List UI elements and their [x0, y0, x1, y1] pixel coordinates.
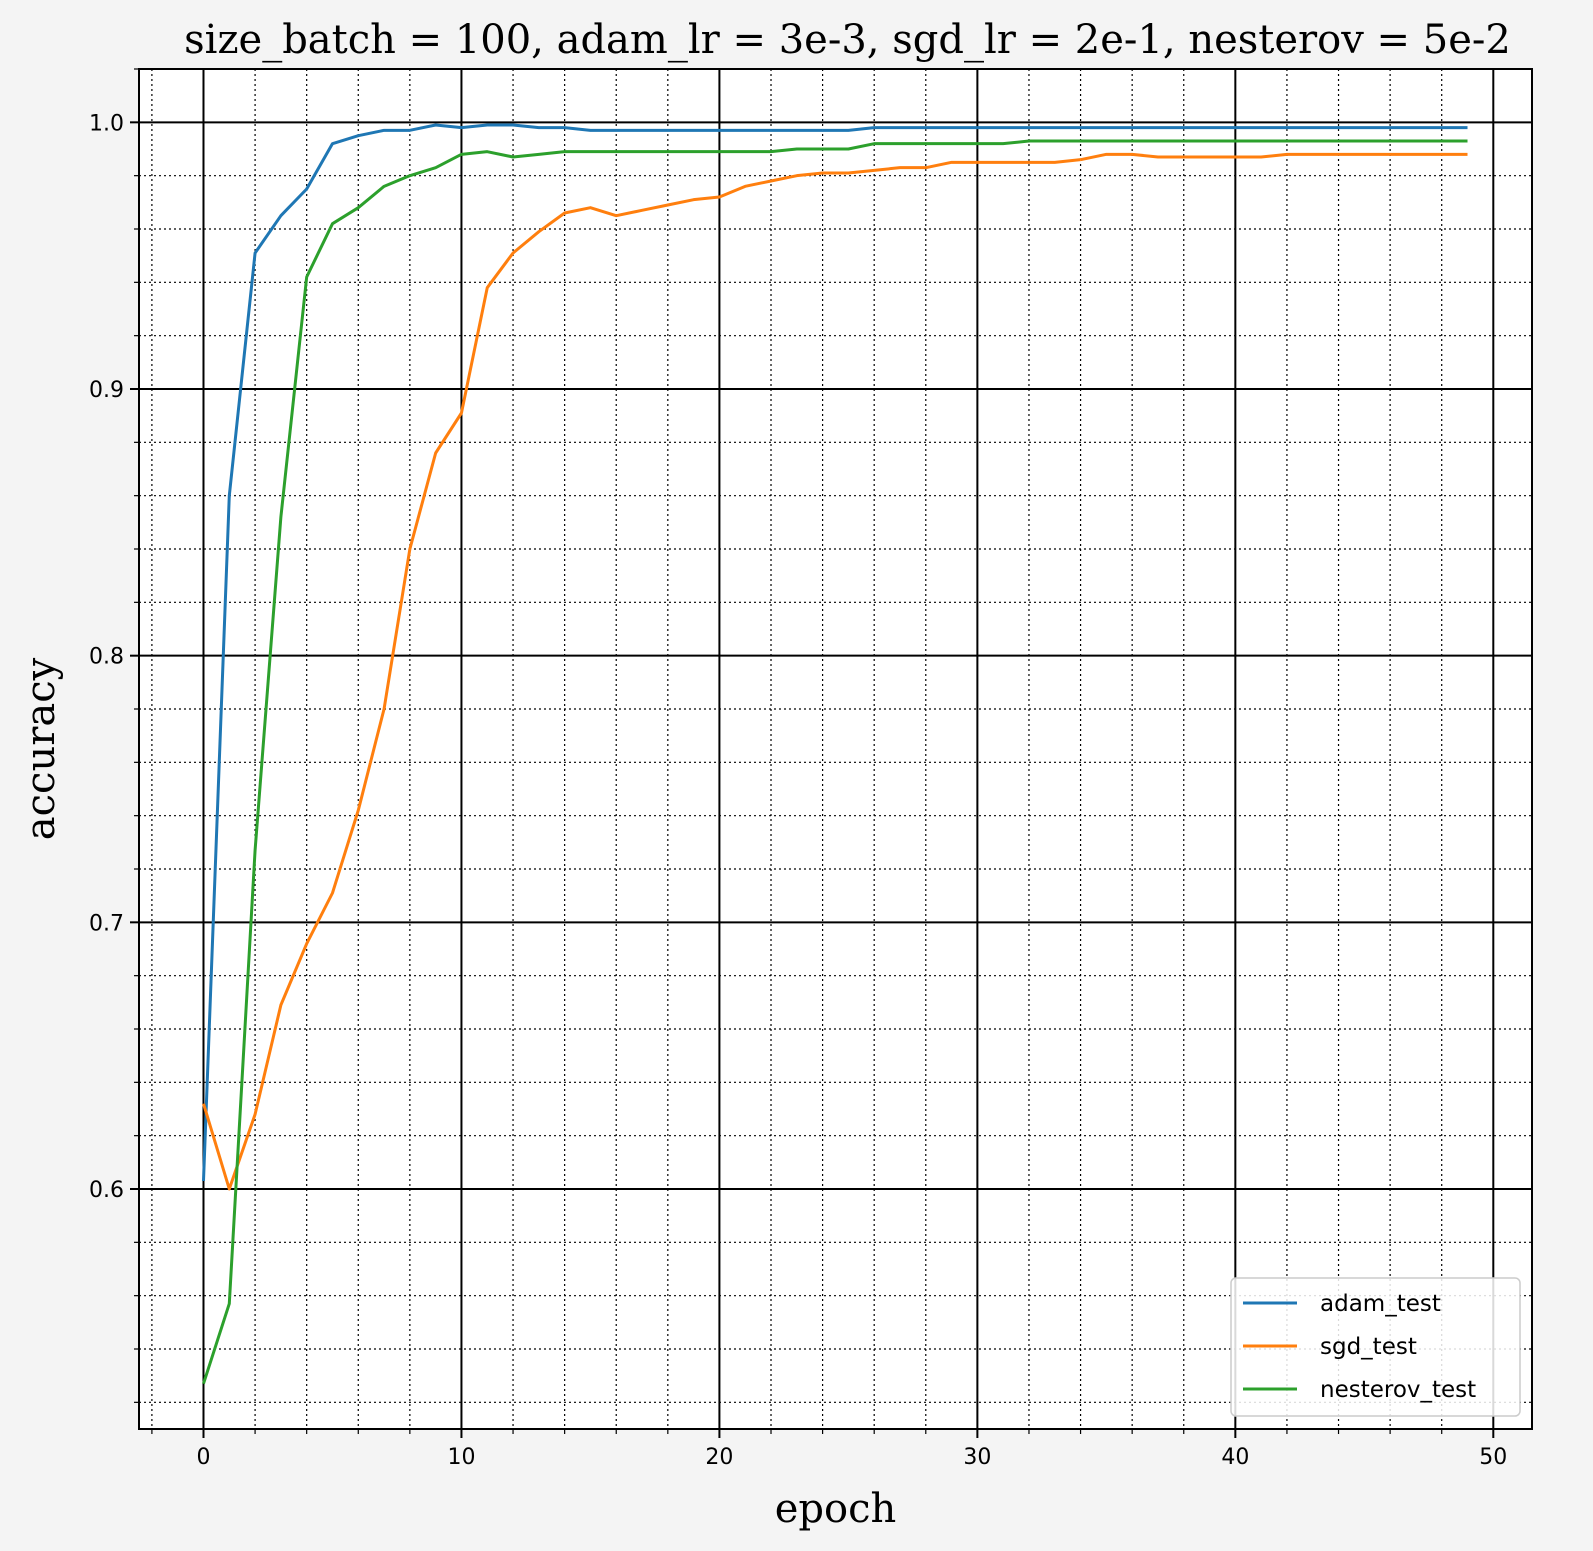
- x-tick-label: 30: [963, 1445, 991, 1470]
- x-tick-label: 20: [705, 1445, 733, 1470]
- plot-frame: [138, 68, 1533, 1430]
- x-axis-label: epoch: [775, 1486, 897, 1532]
- legend-box: [1230, 1277, 1521, 1417]
- legend-label-nesterov_test: nesterov_test: [1320, 1377, 1476, 1403]
- y-tick-label: 0.8: [89, 645, 124, 670]
- y-tick-label: 1.0: [89, 111, 124, 136]
- major-grid: [139, 69, 1532, 1429]
- legend-label-adam_test: adam_test: [1320, 1291, 1441, 1317]
- y-tick-label: 0.9: [89, 378, 124, 403]
- y-tick-label: 0.7: [89, 911, 124, 936]
- tick-labels: 0 10 20 30 40 50 0.6 0.7 0.8 0.9 1.0: [89, 111, 1507, 1470]
- x-tick-label: 40: [1221, 1445, 1249, 1470]
- series-layer: [201, 123, 1468, 1385]
- series-line-nesterov_test: [202, 139, 1468, 1385]
- y-tick-label: 0.6: [89, 1178, 124, 1203]
- series-line-adam_test: [201, 123, 1468, 1182]
- y-axis-label: accuracy: [18, 657, 64, 840]
- x-tick-label: 50: [1479, 1445, 1507, 1470]
- plot-area: [139, 69, 1532, 1429]
- legend-label-sgd_test: sgd_test: [1320, 1334, 1417, 1360]
- series-line-sgd_test: [202, 152, 1468, 1191]
- ticks: [130, 68, 1495, 1438]
- legend: adam_test sgd_test nesterov_test: [1230, 1277, 1521, 1417]
- chart-title: size_batch = 100, adam_lr = 3e-3, sgd_lr…: [184, 17, 1511, 63]
- x-tick-label: 10: [447, 1445, 475, 1470]
- x-tick-label: 0: [196, 1445, 210, 1470]
